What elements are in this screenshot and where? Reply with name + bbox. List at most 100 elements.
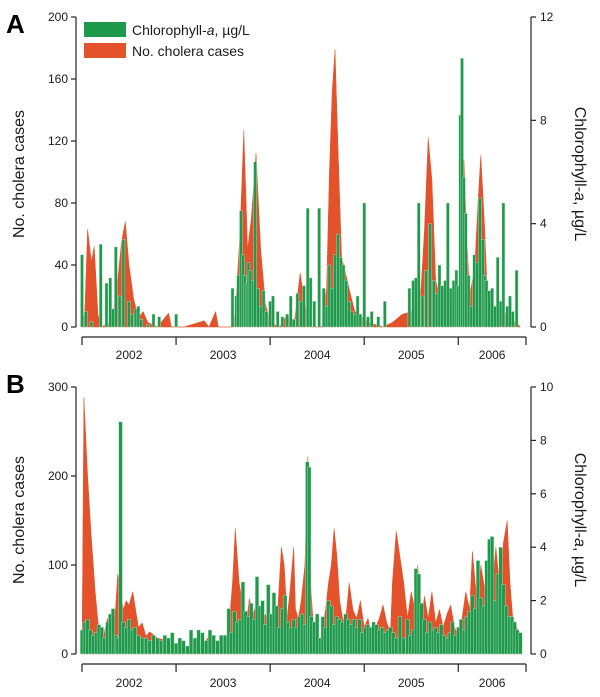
panel-a-chlorophyll-bar-29	[253, 161, 257, 328]
panel-b-chlorophyll-bar-30	[174, 643, 179, 655]
panel-a-chlorophyll-bar-74	[432, 280, 436, 328]
panel-a-year-label-2002: 2002	[116, 348, 143, 362]
panel-a-chlorophyll-bar-17	[157, 316, 161, 328]
panel-b-chlorophyll-bar-23	[147, 640, 152, 655]
panel-a-chlorophyll-bar-8	[117, 295, 122, 328]
panel-a-chlorophyll-bar-66	[383, 301, 387, 328]
panel-b-chlorophyll-bar-28	[166, 637, 171, 655]
panel-b-chlorophyll-bar-73	[307, 466, 312, 655]
legend-swatch-cases	[84, 43, 126, 58]
panel-b-chlorophyll-bar-39	[207, 629, 212, 655]
panel-a-chlorophyll-bar-47	[317, 207, 321, 328]
panel-a-letter: A	[6, 9, 25, 39]
panel-a-chlorophyll-bar-30	[256, 288, 260, 328]
panel-a-chlorophyll-bar-98	[493, 306, 497, 328]
panel-b-chlorophyll-bar-11	[110, 608, 115, 655]
panel-b-right-tick-label-6: 6	[540, 487, 547, 501]
panel-a-chlorophyll-bar-52	[333, 254, 337, 328]
panel-a-chlorophyll-bar-53	[336, 233, 340, 328]
panel-b-chlorophyll-bar-35	[192, 637, 197, 655]
panel-b-chlorophyll-bar-41	[215, 640, 220, 655]
panel-a-chlorophyll-bar-104	[511, 311, 515, 328]
legend-swatch-chlorophyll	[84, 22, 126, 37]
panel-a-chlorophyll-bar-5	[108, 277, 112, 328]
panel-a-chlorophyll-bar-10	[127, 301, 131, 328]
panel-a-left-tick-label-200: 200	[48, 10, 68, 24]
panel-b-year-label-2004: 2004	[304, 676, 331, 690]
panel-b-year-label-2003: 2003	[210, 676, 237, 690]
panel-a-chlorophyll-bar-102	[505, 306, 509, 328]
panel-a-chlorophyll-bar-16	[151, 313, 156, 328]
panel-a-chlorophyll-bar-3	[99, 244, 103, 328]
panel-b-chlorophyll-bar-19	[132, 627, 137, 655]
panel-a-chlorophyll-bar-15	[146, 324, 150, 328]
panel-a-chlorophyll-bar-101	[501, 202, 506, 328]
panel-a-right-tick-label-12: 12	[540, 10, 554, 24]
panel-b-left-tick-label-200: 200	[48, 469, 68, 483]
legend-label-cases: No. cholera cases	[132, 43, 244, 59]
panel-b-chlorophyll-bar-24	[151, 635, 156, 655]
panel-a-chlorophyll-bar-34	[268, 301, 272, 328]
panel-b-chlorophyll-bar-32	[181, 640, 186, 655]
panel-a-chlorophyll-bar-43	[302, 285, 306, 328]
panel-a-chlorophyll-bar-70	[417, 202, 421, 328]
panel-a-chlorophyll-bar-54	[339, 257, 343, 328]
panel-b: B No. cholera cases Chlorophyll-a, µg/L …	[6, 369, 588, 690]
panel-b-chlorophyll-bar-44	[226, 608, 231, 655]
panel-a-chlorophyll-bar-40	[292, 319, 296, 328]
panel-a-chlorophyll-bar-6	[111, 308, 115, 328]
panel-a-chlorophyll-bar-49	[324, 306, 329, 328]
panel-b-chlorophyll-bar-20	[136, 635, 141, 655]
panel-b-letter: B	[6, 369, 25, 399]
panel-a-chlorophyll-bar-42	[299, 301, 303, 328]
panel-a-chlorophyll-bar-96	[487, 290, 491, 328]
panel-a-chlorophyll-bar-90	[472, 254, 476, 328]
panel-a-plot: 0 40 80 120 160 200 0 4 8 12 2002 2003 2004 2005 2006	[48, 10, 554, 362]
panel-a-chlorophyll-bar-75	[434, 293, 439, 328]
panel-a-chlorophyll-bar-56	[344, 280, 348, 328]
panel-a-right-tick-label-0: 0	[540, 320, 547, 334]
panel-b-chlorophyll-bar-22	[143, 637, 148, 655]
panel-a-right-tick-label-4: 4	[540, 217, 547, 231]
panel-a-right-axis-title: Chlorophyll-a, µg/L	[571, 107, 588, 242]
panel-a-year-label-2006: 2006	[479, 348, 506, 362]
panel-b-left-axis-title: No. cholera cases	[11, 456, 28, 584]
panel-a-chlorophyll-bar-103	[508, 295, 512, 328]
panel-b-chlorophyll-bar-76	[315, 613, 320, 655]
panel-a-chlorophyll-bar-67	[407, 288, 412, 328]
panel-a-chlorophyll-bar-58	[350, 311, 354, 328]
panel-a-chlorophyll-bar-7	[114, 246, 118, 328]
panel-a-chlorophyll-bar-50	[327, 264, 332, 328]
panel-a-chlorophyll-bar-72	[424, 270, 428, 328]
panel-a-chlorophyll-bar-32	[261, 290, 266, 328]
panel-a-chlorophyll-bar-0	[80, 254, 84, 328]
panel-a-chlorophyll-bar-27	[248, 270, 253, 328]
panel-a-chlorophyll-bar-31	[259, 306, 263, 328]
panel-a-chlorophyll-bar-2	[89, 321, 94, 328]
panel-a-chlorophyll-bar-18	[174, 313, 178, 328]
panel-b-year-label-2005: 2005	[398, 676, 425, 690]
panel-a-chlorophyll-bar-62	[362, 202, 366, 328]
panel-a: A No. cholera cases Chlorophyll-a, µg/L …	[6, 9, 588, 362]
panel-b-right-tick-label-4: 4	[540, 540, 547, 554]
panel-b-chlorophyll-bar-42	[219, 635, 224, 655]
panel-b-right-tick-label-0: 0	[540, 647, 547, 661]
panel-a-left-axis-title: No. cholera cases	[11, 110, 28, 238]
panel-a-chlorophyll-bar-73	[428, 223, 432, 328]
panel-a-left-tick-label-40: 40	[55, 258, 69, 272]
panel-a-chlorophyll-bar-19	[230, 288, 235, 328]
panel-a-chlorophyll-bar-77	[440, 285, 444, 328]
panel-a-chlorophyll-bar-81	[451, 280, 456, 328]
panel-a-chlorophyll-bar-55	[341, 264, 346, 328]
panel-a-chlorophyll-bar-87	[464, 213, 468, 328]
panel-b-chlorophyll-bar-38	[204, 640, 209, 655]
panel-b-chlorophyll-bar-147	[518, 632, 523, 655]
panel-b-chlorophyll-bar-43	[222, 635, 227, 655]
panel-a-chlorophyll-bar-60	[355, 295, 360, 328]
panel-a-left-tick-label-120: 120	[48, 134, 68, 148]
panel-a-chlorophyll-bar-76	[437, 264, 442, 328]
panel-a-chlorophyll-bar-37	[280, 316, 285, 328]
panel-a-chlorophyll-bar-13	[136, 306, 141, 328]
panel-b-year-label-2002: 2002	[116, 676, 143, 690]
panel-a-chlorophyll-bar-14	[139, 319, 144, 328]
